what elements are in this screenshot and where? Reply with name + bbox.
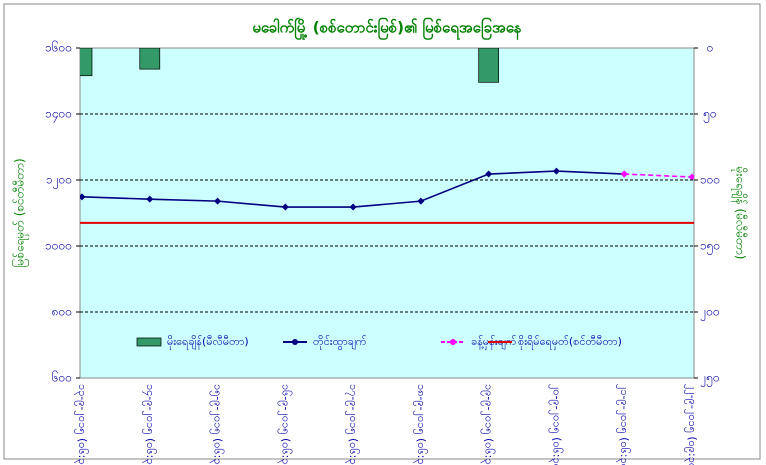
y-axis-title: မြစ်ရေမှတ် (စင်တီမီတာ)	[11, 158, 30, 267]
point	[485, 170, 493, 178]
point	[417, 197, 425, 205]
x-tick-label: ၁၆-၉-၂၀၁၅ (၀၆:၃၀)	[277, 384, 292, 465]
point	[349, 203, 357, 211]
y-tick-label: ၁၆၀၀	[45, 40, 72, 55]
point	[620, 170, 628, 178]
point	[80, 193, 86, 201]
x-tick-label: ၂၀-၉-၂၀၁၅ (၀၆:၃၀)	[548, 384, 563, 465]
x-tick-label: ၁၇-၉-၂၀၁၅ (၀၆:၃၀)	[345, 384, 360, 465]
y2-tick-label: ၁၀၀	[700, 173, 720, 187]
y-tick-label: ၁၄၀၀	[45, 107, 72, 124]
x-tick-label: ၂၁-၉-၂၀၁၅ (၀၆:၃၀)	[616, 384, 631, 465]
x-tick-label: ၂၂-၉-၂၀၁၅ (၀၉:၃၀)	[684, 384, 699, 465]
legend-label: တိုင်းထွာချက်	[313, 335, 367, 350]
x-tick-label: ၁၄-၉-၂၀၁၅ (၀၆:၃၀)	[142, 384, 157, 465]
y-tick-label: ၈၀၀	[52, 305, 72, 319]
point	[688, 173, 694, 181]
y2-tick-label: ၀	[707, 41, 714, 55]
y2-tick-label: ၂၀၀	[700, 305, 719, 322]
rain-bar	[80, 48, 93, 77]
y-tick-label: ၁၂၀၀	[46, 173, 72, 190]
y2-tick-label: ၁၅၀	[700, 239, 720, 256]
y2-axis-title: မိုးရေချိန် (မီလီမီတာ)	[731, 167, 749, 260]
plot-area	[79, 47, 695, 379]
series-line	[624, 173, 693, 178]
x-tick-label: ၁၃-၉-၂၀၁၅ (၀၆:၃၀)	[74, 384, 89, 465]
y-tick-label: ၆၀၀	[52, 370, 72, 385]
point	[552, 167, 560, 175]
y-tick-label: ၁၀၀၀	[45, 239, 72, 253]
x-tick-label: ၁၅-၉-၂၀၁၅ (၀၆:၃၀)	[210, 384, 225, 465]
plot-content	[80, 48, 694, 224]
legend-swatch	[136, 337, 162, 347]
x-tick-label: ၁၈-၉-၂၀၁၅ (၀၆:၃၀)	[413, 384, 428, 465]
rain-bar	[139, 48, 161, 70]
x-tick-label: ၁၉-၉-၂၀၁၅ (၀၆:၃၀)	[481, 384, 496, 465]
legend-swatch	[292, 339, 298, 345]
legend-label: မိုးရေချိန်(မီလီမီတာ)	[167, 335, 249, 350]
point	[281, 203, 289, 211]
point	[214, 197, 222, 205]
point	[146, 195, 154, 203]
y2-tick-label: ၂၅၀	[700, 371, 719, 388]
y2-tick-label: ၅၀	[703, 107, 717, 124]
rain-bar	[478, 48, 500, 83]
legend-label: စိုးရိမ်ရေမှတ်(စင်တီမီတာ)	[518, 335, 622, 350]
legend-swatch	[450, 339, 456, 345]
